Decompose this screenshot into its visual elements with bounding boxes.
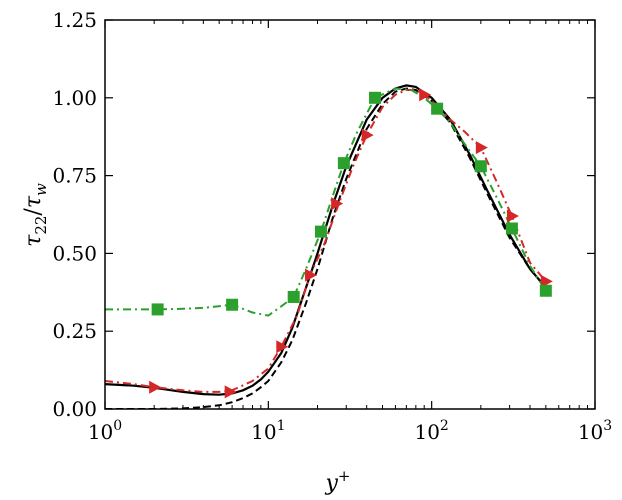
triangle-marker bbox=[276, 340, 289, 354]
square-marker bbox=[337, 157, 350, 170]
square-marker bbox=[226, 298, 239, 311]
square-marker bbox=[505, 222, 518, 235]
plot-area bbox=[105, 84, 553, 409]
axis-ticks bbox=[104, 19, 596, 410]
triangle-marker bbox=[506, 209, 519, 223]
series-line-1 bbox=[105, 84, 547, 396]
y-tick-label: 1.25 bbox=[52, 8, 97, 32]
square-marker bbox=[151, 303, 164, 316]
series-line-2 bbox=[105, 87, 547, 409]
triangle-marker bbox=[361, 128, 374, 142]
x-tick-label: 102 bbox=[414, 418, 448, 444]
square-marker bbox=[539, 284, 552, 297]
square-marker bbox=[287, 290, 300, 303]
y-tick-label: 0.25 bbox=[52, 319, 97, 343]
x-axis-label: y+ bbox=[324, 467, 350, 496]
x-tick-label: 100 bbox=[88, 418, 122, 444]
triangle-marker bbox=[224, 385, 237, 399]
triangle-marker bbox=[540, 274, 553, 288]
series-line-3 bbox=[105, 89, 547, 393]
square-marker bbox=[474, 160, 487, 173]
square-marker bbox=[369, 91, 382, 104]
y-axis-label: τ22/τw bbox=[21, 183, 50, 247]
triangle-marker bbox=[149, 380, 162, 394]
y-tick-label: 0.00 bbox=[52, 397, 97, 421]
tick-labels: 100 101 102 103 0.00 0.25 0.50 0.75 1.00 1.25 bbox=[52, 8, 612, 444]
triangle-marker bbox=[305, 268, 318, 282]
x-tick-label: 103 bbox=[578, 418, 612, 444]
triangle-marker bbox=[475, 141, 488, 155]
square-marker bbox=[314, 225, 327, 238]
triangle-marker bbox=[419, 88, 432, 102]
plot-frame bbox=[104, 19, 596, 410]
series-line-4 bbox=[105, 87, 547, 317]
y-tick-label: 1.00 bbox=[52, 86, 97, 110]
x-tick-label: 101 bbox=[251, 418, 285, 444]
square-marker bbox=[431, 102, 444, 115]
y-tick-label: 0.50 bbox=[52, 241, 97, 265]
triangle-marker bbox=[331, 197, 344, 211]
y-tick-label: 0.75 bbox=[52, 164, 97, 188]
